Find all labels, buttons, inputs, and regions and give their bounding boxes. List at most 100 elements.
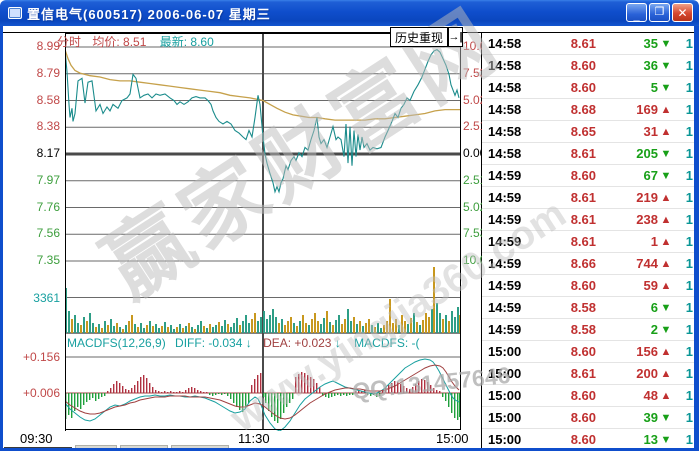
macd-indicator-name: MACDFS(12,26,9) xyxy=(67,336,166,350)
trade-time: 14:59 xyxy=(488,234,522,249)
trade-time: 15:00 xyxy=(488,410,522,425)
trade-price: 8.60 xyxy=(570,432,596,447)
trade-row: 14:59 8.58 2 ▼ 1 xyxy=(482,319,694,341)
up-arrow-icon: ▲ xyxy=(660,125,672,138)
window-title: 置信电气(600517) 2006-06-07 星期三 xyxy=(27,6,271,22)
trade-count: 1 xyxy=(685,256,693,271)
trade-row: 14:58 8.60 5 ▼ 1 xyxy=(482,77,694,99)
trade-price: 8.61 xyxy=(570,36,596,51)
close-button[interactable]: ✕ xyxy=(672,3,693,22)
trade-time: 14:58 xyxy=(488,124,522,139)
trade-row: 14:58 8.60 36 ▼ 1 xyxy=(482,55,694,77)
time-tick-label: 09:30 xyxy=(20,431,53,446)
jump-to-end-button[interactable]: →| xyxy=(448,27,463,47)
price-tick-label: 7.56 xyxy=(36,226,60,241)
trade-price: 8.60 xyxy=(570,80,596,95)
minimize-button[interactable]: _ xyxy=(626,3,647,22)
up-arrow-icon: ▲ xyxy=(660,279,672,292)
price-tick-label: 7.97 xyxy=(36,172,60,187)
trade-time: 14:59 xyxy=(488,168,522,183)
macd-tick-label: +0.006 xyxy=(22,386,60,400)
trade-count: 1 xyxy=(685,146,693,161)
chart-top-border xyxy=(3,32,694,33)
app-icon xyxy=(8,7,22,19)
trade-tick-list[interactable]: 14:58 8.61 35 ▼ 1 14:58 8.60 36 ▼ 1 14:58 8.60 5 ▼ 1 14… xyxy=(482,33,694,448)
window-border-left xyxy=(0,26,3,451)
trade-row: 15:00 8.60 48 ▲ 1 xyxy=(482,385,694,407)
up-arrow-icon: ▲ xyxy=(660,345,672,358)
trade-row: 14:58 8.68 169 ▲ 1 xyxy=(482,99,694,121)
trade-time: 14:59 xyxy=(488,322,522,337)
trade-volume: 39 xyxy=(643,410,658,425)
price-tick-label: 8.17 xyxy=(36,146,60,160)
trade-time: 14:58 xyxy=(488,36,522,51)
macd-diff-value: DIFF: -0.034 xyxy=(175,336,243,350)
macd-tick-label: +0.156 xyxy=(22,350,60,364)
trade-price: 8.60 xyxy=(570,410,596,425)
trade-count: 1 xyxy=(685,410,693,425)
trade-volume: 200 xyxy=(636,366,658,381)
trade-count: 1 xyxy=(685,80,693,95)
trade-row: 15:00 8.61 200 ▲ 1 xyxy=(482,363,694,385)
price-tick-label: 8.58 xyxy=(36,92,60,107)
trade-volume: 36 xyxy=(643,58,658,73)
trade-price: 8.58 xyxy=(570,322,596,337)
dea-down-arrow-icon: ↓ xyxy=(334,336,341,350)
trade-row: 14:59 8.61 1 ▲ 1 xyxy=(482,231,694,253)
down-arrow-icon: ▼ xyxy=(660,323,672,336)
volume-axis-label: 3361 xyxy=(33,291,60,305)
trade-price: 8.66 xyxy=(570,256,596,271)
trade-count: 1 xyxy=(685,234,693,249)
title-bar[interactable]: 置信电气(600517) 2006-06-07 星期三 _ ❐ ✕ xyxy=(0,0,699,26)
trade-volume: 59 xyxy=(643,278,658,293)
window-border-bottom xyxy=(0,448,699,451)
trade-row: 14:58 8.61 35 ▼ 1 xyxy=(482,33,694,55)
trade-time: 14:59 xyxy=(488,190,522,205)
trade-count: 1 xyxy=(685,190,693,205)
down-arrow-icon: ▼ xyxy=(660,433,672,446)
up-arrow-icon: ▲ xyxy=(660,367,672,380)
trade-volume: 35 xyxy=(643,36,658,51)
trade-count: 1 xyxy=(685,388,693,403)
trade-time: 14:58 xyxy=(488,102,522,117)
last-price-label: 最新: 8.60 xyxy=(159,35,214,49)
trade-volume: 219 xyxy=(636,190,658,205)
trade-price: 8.60 xyxy=(570,58,596,73)
panel-divider xyxy=(481,32,482,448)
trade-volume: 1 xyxy=(650,234,658,249)
trade-volume: 67 xyxy=(643,168,658,183)
trade-time: 14:59 xyxy=(488,256,522,271)
trade-volume: 169 xyxy=(636,102,658,117)
down-arrow-icon: ▼ xyxy=(660,81,672,94)
down-arrow-icon: ▼ xyxy=(660,147,672,160)
macd-header: MACDFS(12,26,9) DIFF: -0.034 ↓ DEA: +0.0… xyxy=(67,336,420,350)
trade-row: 14:59 8.60 59 ▲ 1 xyxy=(482,275,694,297)
macd-value: MACDFS: -( xyxy=(354,336,420,350)
trade-count: 1 xyxy=(685,366,693,381)
history-replay-button[interactable]: 历史重现 xyxy=(390,27,448,47)
trade-volume: 238 xyxy=(636,212,658,227)
trade-volume: 205 xyxy=(636,146,658,161)
trade-price: 8.58 xyxy=(570,300,596,315)
trade-count: 1 xyxy=(685,432,693,447)
trade-volume: 31 xyxy=(643,124,658,139)
trade-row: 14:58 8.65 31 ▲ 1 xyxy=(482,121,694,143)
trade-count: 1 xyxy=(685,102,693,117)
trade-price: 8.61 xyxy=(570,234,596,249)
trade-price: 8.60 xyxy=(570,278,596,293)
time-tick-label: 15:00 xyxy=(436,431,469,446)
price-tick-label: 8.99 xyxy=(36,39,60,53)
price-tick-label: 8.79 xyxy=(36,65,60,80)
trade-volume: 48 xyxy=(643,388,658,403)
trade-price: 8.61 xyxy=(570,190,596,205)
trade-price: 8.61 xyxy=(570,212,596,227)
trade-price: 8.60 xyxy=(570,388,596,403)
price-tick-label: 8.38 xyxy=(36,119,60,134)
trade-time: 15:00 xyxy=(488,366,522,381)
trade-time: 15:00 xyxy=(488,388,522,403)
intraday-chart-plot[interactable] xyxy=(64,33,461,432)
maximize-button[interactable]: ❐ xyxy=(649,3,670,22)
trade-time: 15:00 xyxy=(488,344,522,359)
trade-count: 1 xyxy=(685,124,693,139)
